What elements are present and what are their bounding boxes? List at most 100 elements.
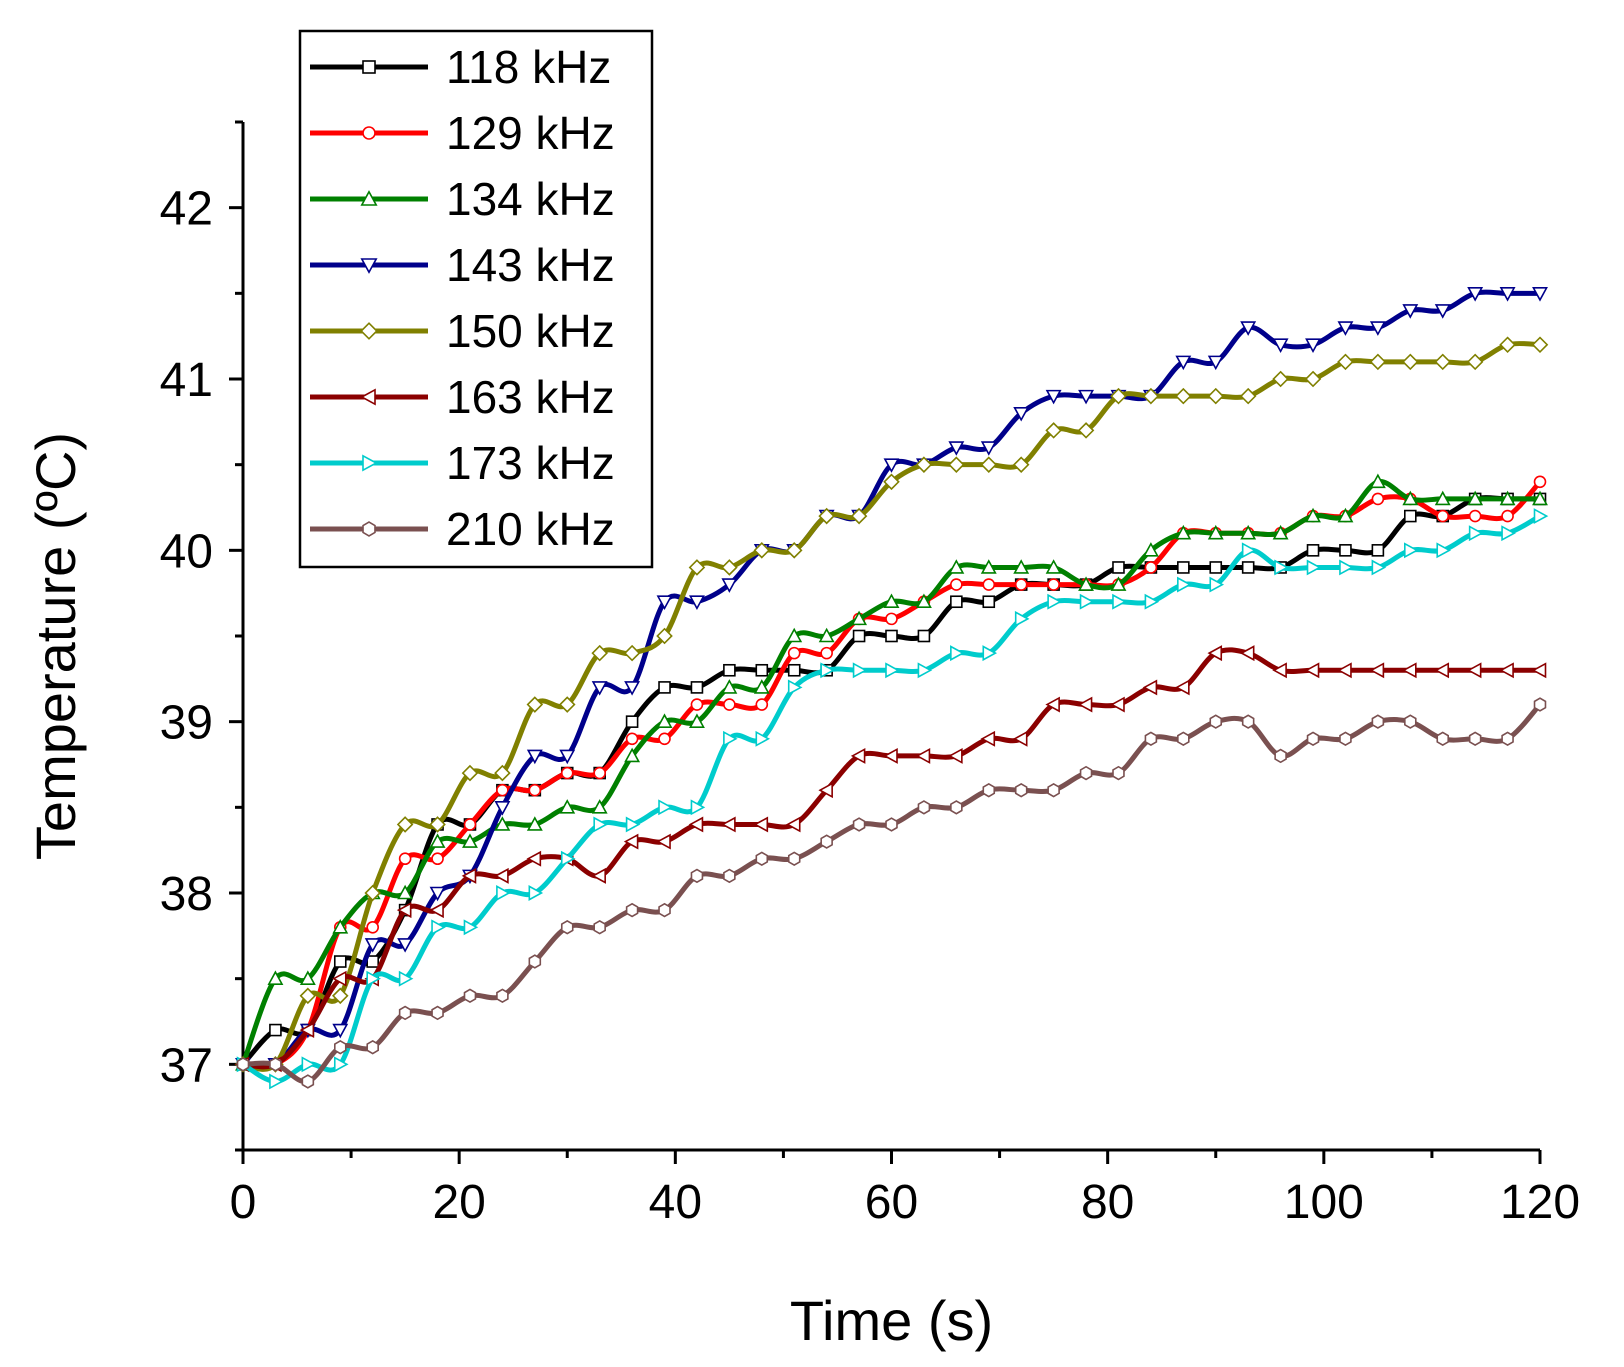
- data-point: [1175, 387, 1192, 405]
- data-point: [1468, 731, 1482, 747]
- data-point: [1369, 353, 1387, 371]
- data-point: [883, 458, 900, 473]
- data-point: [1207, 524, 1224, 540]
- data-point: [1112, 765, 1125, 781]
- data-point: [1499, 336, 1516, 354]
- data-point: [331, 987, 349, 1005]
- data-point: [1239, 387, 1257, 405]
- data-point: [1110, 696, 1125, 713]
- data-point: [1436, 542, 1451, 559]
- data-point: [658, 799, 673, 816]
- data-point: [1404, 542, 1419, 559]
- data-point: [1404, 509, 1417, 523]
- data-point: [591, 799, 608, 814]
- legend-item: 143 kHz: [310, 239, 615, 291]
- data-point: [624, 747, 641, 763]
- data-point: [1272, 370, 1289, 388]
- data-point: [560, 850, 576, 867]
- legend-label: 134 kHz: [446, 173, 615, 225]
- data-point: [1144, 731, 1158, 747]
- data-point: [1078, 389, 1094, 405]
- data-point: [982, 782, 996, 798]
- data-point: [915, 593, 932, 609]
- data-point: [591, 644, 608, 662]
- data-point: [1467, 490, 1484, 506]
- data-point: [1241, 542, 1257, 559]
- data-point: [1079, 765, 1093, 781]
- data-point: [1337, 507, 1354, 523]
- data-point: [526, 816, 543, 831]
- data-point: [398, 970, 414, 987]
- data-point: [723, 730, 738, 747]
- data-point: [1272, 524, 1289, 540]
- data-point: [820, 834, 833, 849]
- data-point: [658, 902, 671, 918]
- data-point: [753, 679, 770, 694]
- data-point: [915, 747, 931, 764]
- legend-item: 210 kHz: [310, 503, 615, 555]
- data-point: [1532, 287, 1548, 302]
- data-point: [1434, 304, 1451, 319]
- data-point: [1175, 355, 1192, 371]
- data-point: [333, 955, 347, 968]
- data-point: [1045, 559, 1062, 574]
- data-point: [1337, 353, 1354, 371]
- legend-label: 210 kHz: [446, 503, 615, 555]
- data-point: [1531, 662, 1547, 679]
- data-point: [1306, 544, 1320, 557]
- data-point: [360, 322, 378, 340]
- data-point: [269, 1073, 284, 1090]
- data-point: [429, 833, 446, 848]
- data-point: [852, 662, 868, 679]
- data-point: [917, 662, 933, 679]
- data-point: [786, 627, 803, 643]
- y-tick-label: 42: [160, 183, 213, 236]
- data-point: [429, 816, 446, 833]
- data-point: [1241, 561, 1255, 574]
- data-point: [656, 595, 673, 611]
- data-point: [948, 559, 965, 574]
- data-point: [721, 559, 738, 576]
- data-point: [1337, 662, 1352, 679]
- x-tick-label: 100: [1284, 1176, 1364, 1229]
- legend-label: 163 kHz: [446, 371, 615, 423]
- data-point: [431, 852, 444, 866]
- data-point: [658, 681, 671, 694]
- data-point: [494, 816, 511, 831]
- data-point: [463, 919, 479, 936]
- data-point: [690, 799, 706, 816]
- data-point: [883, 747, 898, 764]
- axes: 0 20 40 60 80 100 120 37 38 39 40 41 42: [160, 120, 1580, 1229]
- data-point: [690, 698, 704, 711]
- data-point: [950, 578, 963, 591]
- data-point: [948, 456, 965, 473]
- data-point: [787, 646, 801, 660]
- data-point: [299, 970, 316, 985]
- data-point: [431, 1005, 444, 1021]
- data-point: [593, 766, 606, 780]
- data-point: [1078, 576, 1094, 591]
- data-point: [1369, 321, 1386, 336]
- data-point: [1112, 593, 1127, 610]
- data-point: [1434, 490, 1451, 506]
- data-point: [1305, 507, 1321, 523]
- data-point: [591, 681, 608, 696]
- legend-box: [298, 29, 654, 569]
- data-point: [1306, 731, 1320, 747]
- legend-item: 163 kHz: [310, 371, 615, 423]
- data-point: [1110, 576, 1127, 591]
- data-point: [1012, 730, 1028, 747]
- data-point: [431, 919, 446, 936]
- data-point: [333, 1039, 347, 1055]
- data-point: [623, 644, 641, 662]
- data-point: [366, 920, 380, 934]
- data-point: [818, 507, 835, 525]
- data-point: [950, 800, 963, 815]
- data-point: [753, 816, 769, 833]
- data-point: [1371, 714, 1385, 729]
- data-point: [688, 816, 704, 833]
- data-point: [1466, 662, 1482, 679]
- data-point: [1144, 593, 1160, 610]
- data-point: [1369, 662, 1385, 679]
